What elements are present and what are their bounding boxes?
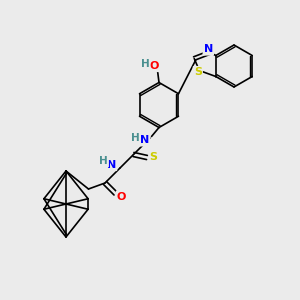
Text: S: S bbox=[194, 67, 202, 77]
Text: H: H bbox=[140, 59, 149, 69]
Text: N: N bbox=[107, 160, 116, 170]
Text: N: N bbox=[204, 44, 213, 55]
Text: H: H bbox=[99, 156, 108, 167]
Text: H: H bbox=[131, 133, 140, 143]
Text: N: N bbox=[140, 135, 149, 146]
Text: O: O bbox=[117, 191, 126, 202]
Text: S: S bbox=[150, 152, 158, 163]
Text: O: O bbox=[150, 61, 159, 71]
